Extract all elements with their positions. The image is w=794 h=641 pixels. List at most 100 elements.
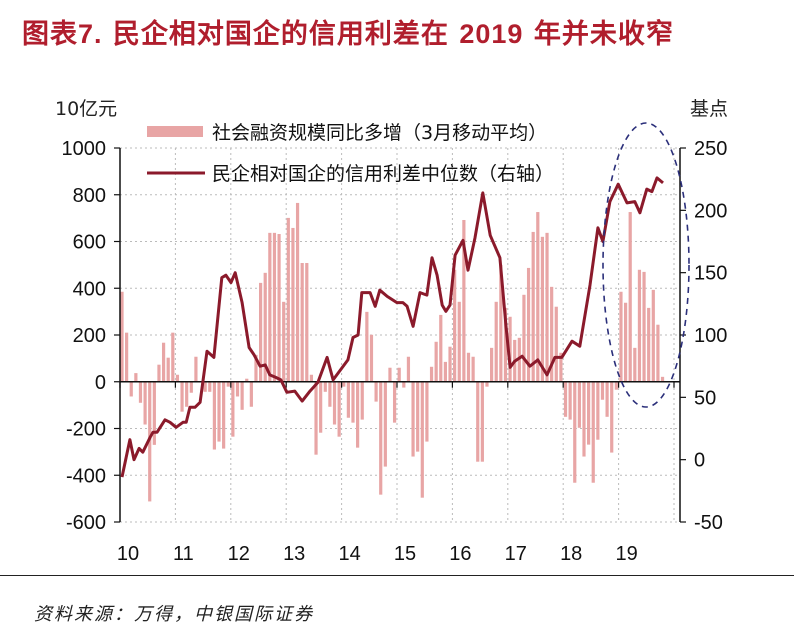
bar [254,354,258,382]
bar [651,289,655,382]
svg-text:-600: -600 [66,512,106,534]
x-axis-ticks: 10 11 12 13 14 15 16 17 18 19 [117,543,638,565]
bar [614,381,618,390]
bar [526,267,531,382]
bar [471,356,475,382]
bar [420,381,424,498]
bar [466,352,471,382]
bar [332,381,337,425]
bar [637,269,642,382]
bar [300,263,304,382]
bar [222,381,226,449]
svg-text:1000: 1000 [62,138,107,160]
bar [295,202,300,382]
svg-text:17: 17 [505,543,527,565]
bar [235,381,240,397]
bar [180,381,184,412]
legend-bar-swatch [147,126,203,137]
bar [171,332,175,382]
bar [605,381,609,417]
bar [245,378,249,382]
svg-text:14: 14 [338,543,360,565]
bar [231,381,235,437]
bar [314,381,318,455]
bar [175,374,180,382]
bar [263,272,267,382]
source-note: 资料来源：万得，中银国际证券 [34,604,314,625]
bar [138,381,143,403]
bar [434,341,438,382]
svg-text:16: 16 [449,543,471,565]
bar [143,381,147,425]
bar [305,263,309,382]
bottom-divider [0,575,794,576]
bar [166,357,170,382]
bar [536,212,540,382]
svg-text:800: 800 [73,185,106,207]
bar [647,307,651,382]
bar [462,219,466,382]
bar [522,294,526,382]
left-axis-ticks: 1000 800 600 400 200 0 -200 -400 -600 [62,138,107,534]
bar [319,381,323,433]
svg-text:-400: -400 [66,465,106,487]
bar [642,271,646,382]
bar [545,232,549,382]
svg-text:50: 50 [694,387,716,409]
bar [125,332,129,382]
svg-text:18: 18 [560,543,582,565]
svg-text:10: 10 [117,543,139,565]
bar [582,381,586,457]
bar [365,311,369,382]
bar [559,352,563,382]
svg-text:100: 100 [694,325,727,347]
axes [114,147,686,523]
svg-text:13: 13 [283,543,305,565]
bar [406,356,411,382]
bar [439,314,443,382]
bar [342,381,346,387]
bar [374,381,378,402]
bar [185,381,189,407]
bar [212,381,216,450]
bar [134,373,138,382]
chart-title: 图表7. 民企相对国企的信用利差在 2019 年并未收窄 [22,19,674,50]
bar [259,282,263,382]
bar [402,381,406,388]
bar [443,361,447,382]
bar [379,381,383,495]
bar [272,232,277,382]
bar [226,381,230,387]
svg-text:600: 600 [73,232,106,254]
bar [573,381,577,483]
bar [587,381,591,445]
bar [286,217,290,382]
bar [540,236,545,382]
bar [416,381,420,452]
bar [619,291,623,382]
bar [309,374,314,382]
bar [411,381,415,457]
legend-bar-label: 社会融资规模同比多增（3月移动平均） [212,122,547,144]
bar [610,381,614,453]
bar [577,381,581,428]
bar [203,381,207,392]
bar [208,381,212,392]
bar [485,381,489,387]
bar [161,342,166,382]
gridlines [120,147,680,523]
bar [425,381,429,442]
svg-text:19: 19 [615,543,637,565]
bar [508,316,512,382]
bar [499,264,503,382]
svg-text:0: 0 [694,450,705,472]
bar [282,301,286,382]
bar [457,301,461,382]
svg-text:-200: -200 [66,419,106,441]
bar [480,381,484,462]
bar [337,381,341,437]
svg-text:15: 15 [394,543,416,565]
bar [388,367,392,382]
bar [476,381,480,462]
